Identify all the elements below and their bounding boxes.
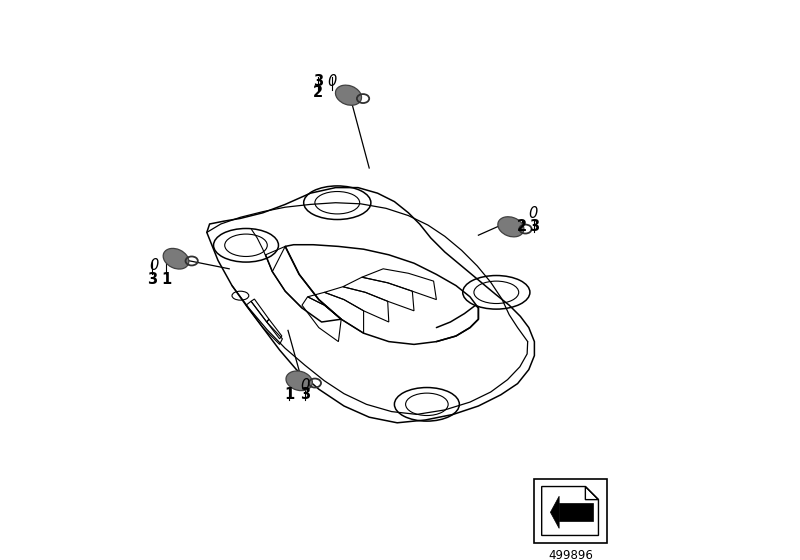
Text: 0: 0 (300, 378, 310, 393)
Text: 3: 3 (147, 273, 158, 287)
Ellipse shape (163, 249, 189, 269)
Text: 3: 3 (300, 388, 310, 402)
Text: 0: 0 (149, 259, 158, 273)
Text: 1: 1 (284, 388, 294, 402)
Ellipse shape (335, 85, 362, 105)
Text: 3: 3 (530, 219, 539, 234)
Polygon shape (559, 503, 593, 521)
Ellipse shape (498, 217, 524, 237)
Text: 2: 2 (517, 219, 527, 234)
Text: 2: 2 (313, 85, 322, 100)
Text: 3: 3 (313, 74, 322, 88)
Ellipse shape (286, 371, 313, 391)
Text: 0: 0 (529, 207, 538, 221)
Text: 499896: 499896 (548, 549, 594, 560)
Text: 1: 1 (162, 273, 172, 287)
Bar (534, 479, 607, 543)
Polygon shape (550, 496, 559, 529)
Text: 0: 0 (327, 74, 336, 88)
